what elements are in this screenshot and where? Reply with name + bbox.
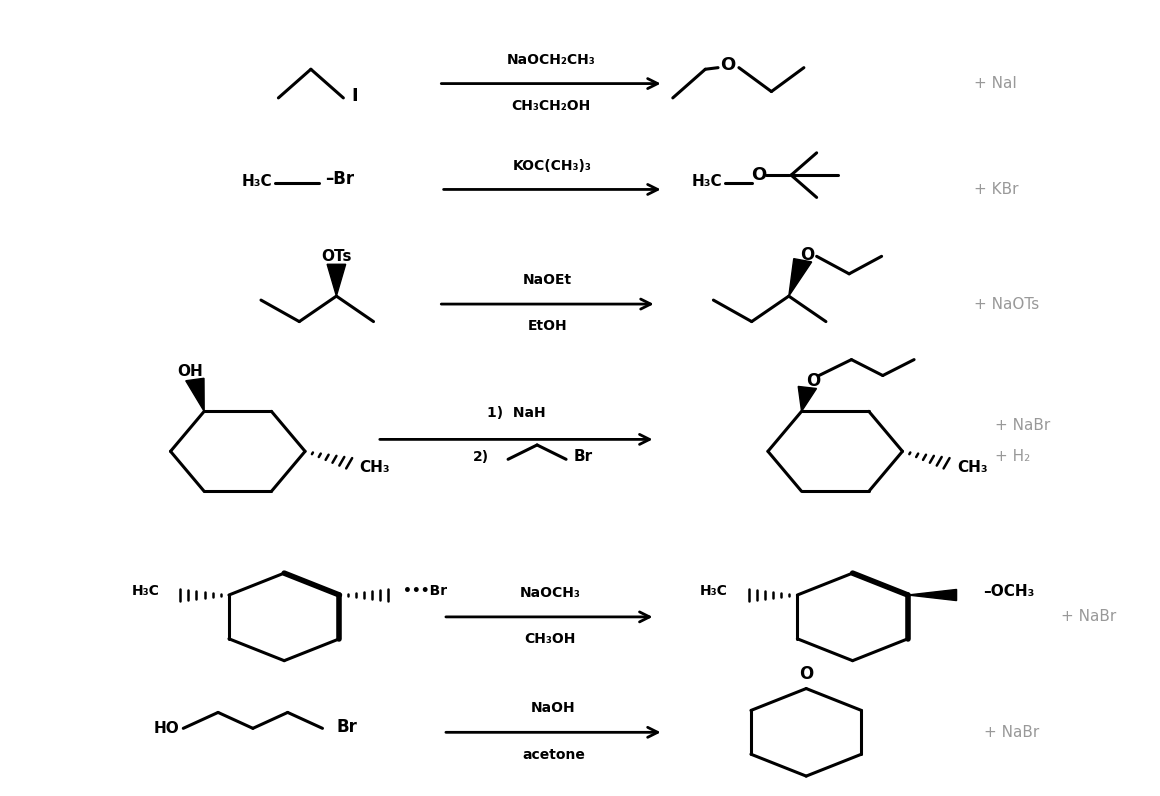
Polygon shape	[908, 589, 957, 600]
Text: + H₂: + H₂	[995, 450, 1030, 464]
Text: Br: Br	[574, 450, 593, 464]
Text: + NaBr: + NaBr	[1061, 610, 1117, 624]
Polygon shape	[186, 378, 204, 412]
Text: O: O	[799, 665, 813, 683]
Text: EtOH: EtOH	[528, 319, 567, 334]
Text: •••Br: •••Br	[404, 584, 448, 598]
Text: 1)  NaH: 1) NaH	[487, 406, 545, 420]
Text: OTs: OTs	[321, 249, 351, 263]
Text: –OCH₃: –OCH₃	[984, 583, 1035, 599]
Text: HO: HO	[154, 721, 180, 736]
Text: O: O	[800, 246, 814, 263]
Text: + NaOTs: + NaOTs	[974, 297, 1039, 311]
Text: O: O	[806, 372, 820, 390]
Polygon shape	[798, 386, 817, 412]
Polygon shape	[327, 264, 346, 296]
Text: KOC(CH₃)₃: KOC(CH₃)₃	[513, 158, 592, 173]
Text: O: O	[719, 57, 735, 74]
Text: CH₃OH: CH₃OH	[524, 632, 575, 646]
Text: + NaI: + NaI	[974, 76, 1017, 91]
Polygon shape	[789, 259, 812, 296]
Text: 2): 2)	[473, 450, 490, 464]
Text: H₃C: H₃C	[699, 584, 727, 598]
Text: NaOCH₂CH₃: NaOCH₂CH₃	[507, 53, 595, 67]
Text: + NaBr: + NaBr	[984, 725, 1039, 739]
Text: CH₃CH₂OH: CH₃CH₂OH	[512, 99, 590, 113]
Text: + NaBr: + NaBr	[995, 418, 1051, 432]
Text: OH: OH	[177, 364, 203, 379]
Text: H₃C: H₃C	[242, 174, 273, 189]
Text: NaOCH₃: NaOCH₃	[520, 586, 580, 600]
Text: CH₃: CH₃	[957, 460, 987, 474]
Text: NaOEt: NaOEt	[523, 273, 572, 287]
Text: O: O	[751, 166, 767, 184]
Text: I: I	[351, 87, 358, 104]
Text: CH₃: CH₃	[360, 460, 390, 474]
Text: –Br: –Br	[325, 170, 354, 188]
Text: H₃C: H₃C	[131, 584, 159, 598]
Text: H₃C: H₃C	[693, 174, 723, 189]
Text: Br: Br	[336, 718, 357, 736]
Text: + KBr: + KBr	[974, 182, 1018, 197]
Text: acetone: acetone	[522, 747, 585, 762]
Text: NaOH: NaOH	[531, 701, 575, 716]
